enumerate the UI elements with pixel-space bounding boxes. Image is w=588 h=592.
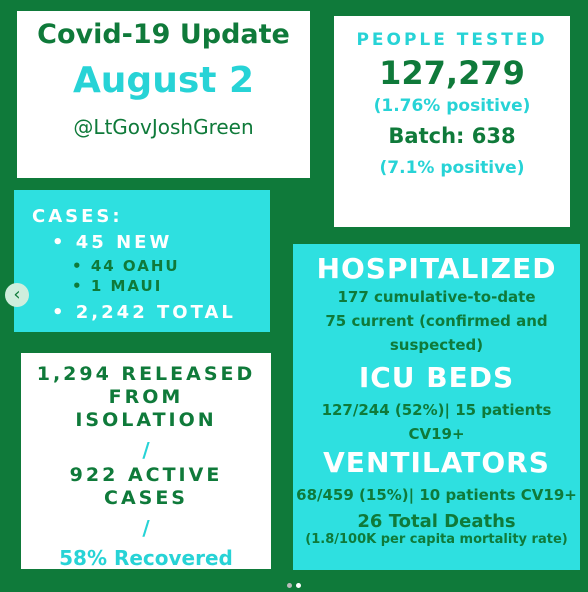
cases-heading: CASES: xyxy=(32,206,123,227)
people-tested-count: 127,279 xyxy=(379,54,525,92)
people-tested-label: PEOPLE TESTED xyxy=(356,30,548,50)
ventilators-heading: VENTILATORS xyxy=(323,446,550,479)
batch-positive-rate: (7.1% positive) xyxy=(379,158,525,178)
active-line-2: CASES xyxy=(104,487,188,509)
hospitalized-current-2: suspected) xyxy=(389,336,484,354)
mortality-rate: (1.8/100K per capita mortality rate) xyxy=(305,532,568,547)
cases-total-item: • 2,242 TOTAL xyxy=(52,302,236,323)
hospitalized-cumulative: 177 cumulative-to-date xyxy=(337,288,536,306)
carousel-dots xyxy=(285,573,303,592)
divider-slash: / xyxy=(142,438,150,462)
divider-slash-2: / xyxy=(142,516,150,540)
cases-maui: 1 MAUI xyxy=(90,277,163,295)
title-card: Covid-19 Update August 2 @LtGovJoshGreen xyxy=(17,11,310,178)
update-date: August 2 xyxy=(72,60,255,101)
people-tested-card: PEOPLE TESTED 127,279 (1.76% positive) B… xyxy=(334,16,570,227)
active-line-1: 922 ACTIVE xyxy=(69,464,223,486)
released-line-2: FROM xyxy=(108,386,184,408)
recovered-rate: 58% Recovered xyxy=(59,546,233,570)
cases-new-item: • 45 NEW xyxy=(52,232,173,253)
carousel-dot-active[interactable] xyxy=(296,583,301,588)
batch-count: Batch: 638 xyxy=(388,124,516,148)
released-line-1: 1,294 RELEASED xyxy=(36,363,256,385)
total-deaths: 26 Total Deaths xyxy=(357,511,516,532)
cases-oahu: 44 OAHU xyxy=(90,257,180,275)
hospitalized-card: HOSPITALIZED 177 cumulative-to-date 75 c… xyxy=(293,244,580,570)
cases-new: 45 NEW xyxy=(75,232,173,253)
ventilator-stats: 68/459 (15%)| 10 patients CV19+ xyxy=(296,486,577,504)
cases-card: CASES: • 45 NEW • 44 OAHU • 1 MAUI • 2,2… xyxy=(14,190,270,332)
carousel-dot[interactable] xyxy=(287,583,292,588)
icu-heading: ICU BEDS xyxy=(358,361,515,394)
icu-stats: 127/244 (52%)| 15 patients CV19+ xyxy=(321,401,552,443)
chevron-left-icon[interactable]: ‹ xyxy=(5,283,29,307)
author-handle: @LtGovJoshGreen xyxy=(73,115,254,139)
cases-maui-item: • 1 MAUI xyxy=(72,277,163,295)
hospitalized-heading: HOSPITALIZED xyxy=(316,252,557,285)
hospitalized-current-1: 75 current (confirmed and xyxy=(325,312,548,330)
released-line-3: ISOLATION xyxy=(75,409,217,431)
cases-total: 2,242 TOTAL xyxy=(75,302,236,323)
released-card: 1,294 RELEASED FROM ISOLATION / 922 ACTI… xyxy=(21,353,271,570)
update-title: Covid-19 Update xyxy=(37,19,290,50)
tested-positive-rate: (1.76% positive) xyxy=(373,96,531,116)
cases-oahu-item: • 44 OAHU xyxy=(72,257,180,275)
